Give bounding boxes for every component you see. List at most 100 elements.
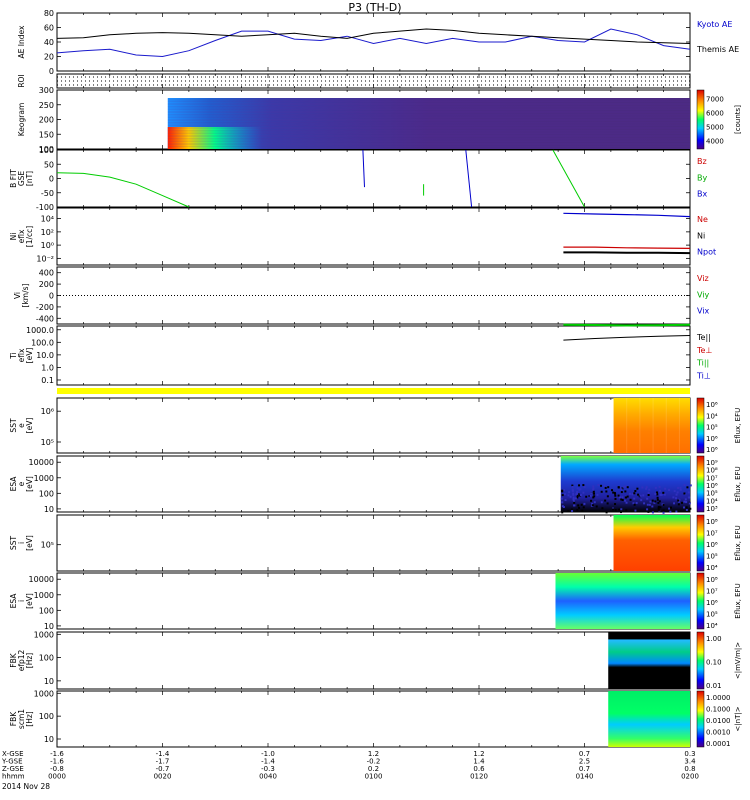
colorbar-tick: 4000 [706, 138, 724, 146]
esa-noise-pixel [576, 491, 579, 494]
esa-noise-pixel [612, 508, 615, 511]
esa-noise-pixel [689, 507, 692, 510]
esa-noise-pixel [685, 501, 688, 504]
esa-noise-pixel [578, 506, 581, 509]
colorbar-label: Eflux, EFU [734, 583, 742, 618]
esa-noise-pixel [669, 506, 672, 509]
esa-noise-pixel [576, 509, 579, 512]
esa-noise-pixel [662, 491, 665, 494]
esa-noise-pixel [657, 509, 660, 512]
xaxis-value: 0140 [576, 773, 594, 781]
esa-noise-pixel [570, 508, 573, 511]
y-tick-label: 200 [39, 116, 54, 125]
esa-noise-pixel [593, 495, 596, 498]
esa-noise-pixel [656, 498, 659, 501]
y-tick-label: 1000 [34, 630, 54, 639]
esa-noise-pixel [656, 491, 659, 494]
colorbar-tick: 10⁷ [706, 588, 718, 596]
esa-noise-pixel [592, 487, 595, 490]
colorbar-label: Eflux, EFU [734, 466, 742, 501]
esa-noise-pixel [600, 484, 603, 487]
esa-noise-pixel [664, 487, 667, 490]
ylabel-line: SST [9, 418, 18, 433]
density-line-npot [563, 212, 691, 218]
esa-noise-pixel [582, 484, 585, 487]
esa-noise-pixel [595, 505, 598, 508]
y-tick-label: 40 [44, 38, 54, 47]
esa-noise-pixel [659, 506, 662, 509]
y-tick-label: 10⁻² [36, 254, 54, 263]
xaxis-value: 1.2 [368, 750, 379, 758]
legend-entry: Vix [697, 307, 710, 316]
ylabel-line: scm1 [17, 709, 26, 729]
esa-noise-pixel [642, 494, 645, 497]
esa-noise-pixel [620, 511, 623, 514]
esa-noise-pixel [676, 491, 679, 494]
esa-noise-pixel [647, 510, 650, 513]
y-tick-label: 10 [44, 505, 54, 514]
colorbar-tick: 10⁸ [706, 467, 718, 475]
esa-noise-pixel [591, 502, 594, 505]
esa-noise-pixel [577, 493, 580, 496]
colorbar-label: Eflux, EFU [734, 408, 742, 443]
esa-noise-pixel [576, 496, 579, 499]
xaxis-value: -0.7 [156, 765, 170, 773]
panel-frame-vi [56, 266, 691, 325]
esa-noise-pixel [634, 509, 637, 512]
colorbar-tick: 6000 [706, 109, 724, 117]
esa-noise-pixel [677, 499, 680, 502]
xaxis-row-label: X-GSE [2, 750, 24, 758]
colorbar-tick: 0.0001 [706, 740, 731, 748]
esa-noise-pixel [660, 493, 663, 496]
fbk-b-spectrogram [608, 691, 690, 747]
colorbar-sst_e [696, 397, 705, 454]
esa-noise-pixel [620, 491, 623, 494]
esa-noise-pixel [572, 492, 575, 495]
esa-noise-pixel [614, 492, 617, 495]
esa-noise-pixel [571, 484, 574, 487]
esa-noise-pixel [577, 504, 580, 507]
esa-noise-pixel [561, 501, 564, 504]
esa-noise-pixel [658, 485, 661, 488]
y-tick-label: 10⁴ [41, 215, 54, 224]
esa-noise-pixel [563, 493, 566, 496]
esa-noise-pixel [657, 505, 660, 508]
ylabel-line: [Hz] [25, 711, 34, 727]
panel-frame-bfit [56, 149, 691, 208]
colorbar-tick: 0.0010 [706, 729, 731, 737]
sst-ion-spectrogram [613, 515, 690, 571]
esa-noise-pixel [624, 490, 627, 493]
esa-noise-pixel [573, 504, 576, 507]
esa-noise-pixel [579, 488, 582, 491]
colorbar-tick: 0.1000 [706, 706, 731, 714]
esa-noise-pixel [626, 495, 629, 498]
panel-ylabel-bfit: B FIT GSE [nT] [9, 169, 34, 188]
esa-noise-pixel [623, 485, 626, 488]
esa-noise-pixel [637, 493, 640, 496]
esa-noise-pixel [620, 498, 623, 501]
xaxis-value: 0120 [470, 773, 488, 781]
xaxis-value: 0020 [154, 773, 172, 781]
esa-noise-pixel [687, 491, 690, 494]
esa-noise-pixel [662, 511, 665, 514]
ylabel-line: Vi [13, 292, 22, 299]
esa-noise-pixel [654, 500, 657, 503]
esa-noise-pixel [680, 501, 683, 504]
y-tick-label: 10⁵ [41, 438, 54, 447]
esa-noise-pixel [601, 507, 604, 510]
esa-noise-pixel [562, 506, 565, 509]
ylabel-line: [nT] [25, 171, 34, 186]
esa-noise-pixel [659, 489, 662, 492]
esa-noise-pixel [662, 503, 665, 506]
colorbar-tick: 5000 [706, 124, 724, 132]
y-tick-label: 10⁰ [41, 241, 54, 250]
esa-noise-pixel [636, 487, 639, 490]
ylabel-line: efp12 [17, 649, 26, 671]
esa-noise-pixel [614, 509, 617, 512]
esa-noise-pixel [679, 488, 682, 491]
esa-noise-pixel [614, 497, 617, 500]
esa-noise-pixel [580, 503, 583, 506]
colorbar-tick: 10⁷ [706, 474, 718, 482]
ylabel-line: eflx [17, 229, 26, 243]
y-tick-label: 0 [49, 292, 54, 301]
